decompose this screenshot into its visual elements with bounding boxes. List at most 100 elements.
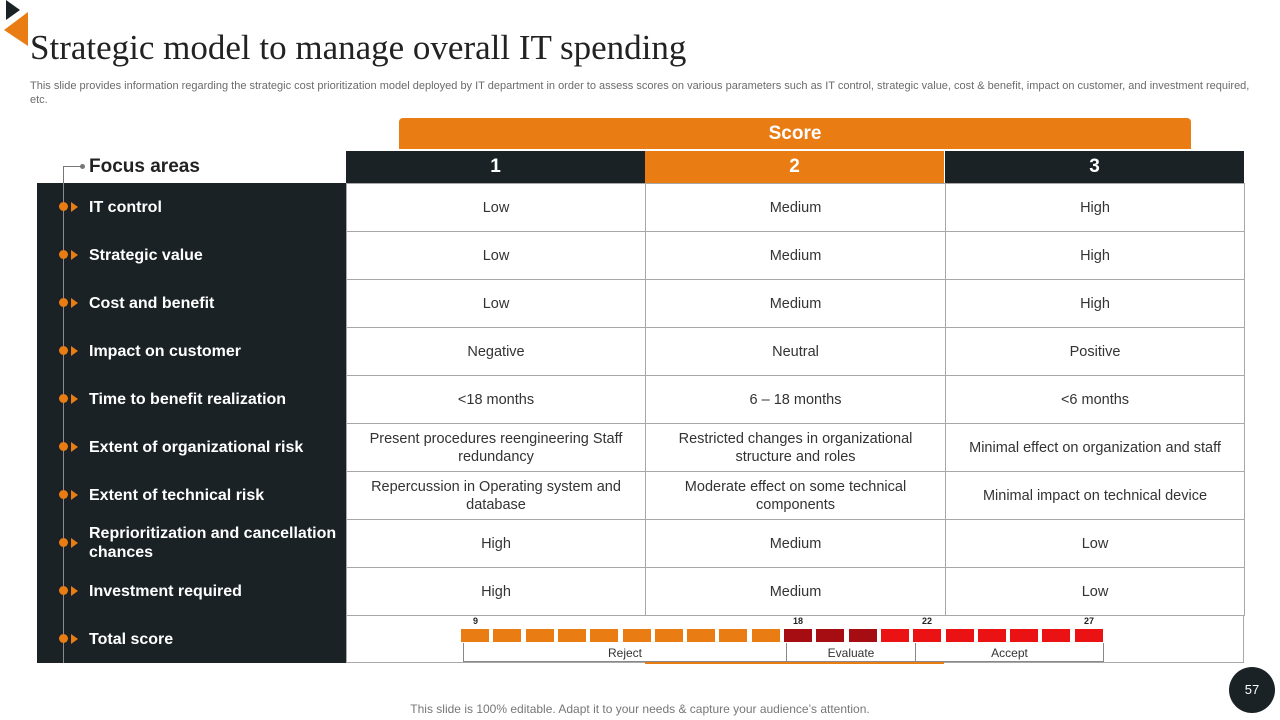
table-row: Present procedures reengineering Staff r… xyxy=(346,423,1245,472)
focus-item: Extent of organizational risk xyxy=(37,423,346,471)
scale-segment xyxy=(687,629,716,642)
table-cell: Medium xyxy=(645,519,946,568)
bullet-dot-icon xyxy=(59,538,68,547)
scale-segment xyxy=(622,629,651,642)
scale-segment xyxy=(913,629,942,642)
focus-item-label: Impact on customer xyxy=(89,342,242,360)
scale-segment xyxy=(590,629,619,642)
table-cell: 6 – 18 months xyxy=(645,375,946,424)
table-row: Low Medium High xyxy=(346,231,1245,280)
focus-item: Reprioritization and cancellation chance… xyxy=(37,519,346,567)
scale-segment xyxy=(880,629,909,642)
timeline-line xyxy=(63,183,64,663)
focus-item-label: Cost and benefit xyxy=(89,294,215,312)
table-row: High Medium Low xyxy=(346,567,1245,616)
table-row: Negative Neutral Positive xyxy=(346,327,1245,376)
scale-segment xyxy=(751,629,780,642)
logo-triangles-icon xyxy=(4,0,28,46)
table-cell: High xyxy=(346,519,646,568)
bullet-dot-icon xyxy=(59,250,68,259)
column-2-underline xyxy=(645,661,944,664)
bullet-dot-icon xyxy=(59,202,68,211)
scale-tick: 22 xyxy=(922,616,933,626)
table-cell: Minimal effect on organization and staff xyxy=(945,423,1245,472)
page-subtitle: This slide provides information regardin… xyxy=(30,80,1250,106)
table-cell: Low xyxy=(346,231,646,280)
bullet-arrow-icon xyxy=(71,298,78,308)
scale-segment xyxy=(1042,629,1071,642)
table-cell: <18 months xyxy=(346,375,646,424)
table-cell: Medium xyxy=(645,183,946,232)
scale-segment xyxy=(493,629,522,642)
table-cell: Low xyxy=(945,519,1245,568)
table-cell: Medium xyxy=(645,231,946,280)
focus-item-label: IT control xyxy=(89,198,162,216)
score-column-2-header: 2 xyxy=(645,151,944,183)
focus-areas-header: Focus areas xyxy=(89,156,200,177)
score-column-1-header: 1 xyxy=(346,151,645,183)
focus-connector-dot xyxy=(80,164,85,169)
bullet-dot-icon xyxy=(59,394,68,403)
scale-segment xyxy=(654,629,683,642)
total-score-label: Total score xyxy=(89,630,174,648)
scale-tick: 27 xyxy=(1084,616,1095,626)
focus-item: Cost and benefit xyxy=(37,279,346,327)
scale-segment xyxy=(784,629,812,642)
table-cell: <6 months xyxy=(945,375,1245,424)
scale-segment xyxy=(719,629,748,642)
evaluate-band: Evaluate xyxy=(786,643,916,662)
focus-item-label: Time to benefit realization xyxy=(89,390,287,408)
focus-item-label: Investment required xyxy=(89,582,242,600)
focus-item-label: Reprioritization and cancellation chance… xyxy=(89,525,337,561)
bullet-arrow-icon xyxy=(71,538,78,548)
focus-item: Impact on customer xyxy=(37,327,346,375)
page-number-badge: 57 xyxy=(1229,667,1275,713)
bullet-arrow-icon xyxy=(71,346,78,356)
table-cell: High xyxy=(346,567,646,616)
scale-segment xyxy=(977,629,1006,642)
table-cell: Moderate effect on some technical compon… xyxy=(645,471,946,520)
scale-segment xyxy=(1010,629,1039,642)
table-cell: Negative xyxy=(346,327,646,376)
score-table: Low Medium High Low Medium High Low Medi… xyxy=(346,183,1245,616)
table-row: Low Medium High xyxy=(346,183,1245,232)
bullet-dot-icon xyxy=(59,346,68,355)
focus-item: IT control xyxy=(37,183,346,231)
scale-segment xyxy=(816,629,845,642)
table-cell: High xyxy=(945,279,1245,328)
bullet-arrow-icon xyxy=(71,394,78,404)
focus-areas-panel: IT control Strategic value Cost and bene… xyxy=(37,183,346,663)
bullet-dot-icon xyxy=(59,634,68,643)
table-cell: Repercussion in Operating system and dat… xyxy=(346,471,646,520)
focus-item-label: Extent of organizational risk xyxy=(89,438,304,456)
focus-connector xyxy=(63,166,82,187)
focus-item: Strategic value xyxy=(37,231,346,279)
bullet-arrow-icon xyxy=(71,442,78,452)
score-column-3-header: 3 xyxy=(945,151,1244,183)
table-cell: Restricted changes in organizational str… xyxy=(645,423,946,472)
table-cell: Low xyxy=(346,279,646,328)
table-cell: Low xyxy=(945,567,1245,616)
bullet-arrow-icon xyxy=(71,250,78,260)
table-cell: Present procedures reengineering Staff r… xyxy=(346,423,646,472)
focus-item: Investment required xyxy=(37,567,346,615)
scale-segment xyxy=(557,629,586,642)
table-cell: Minimal impact on technical device xyxy=(945,471,1245,520)
table-row: Low Medium High xyxy=(346,279,1245,328)
scale-tick: 18 xyxy=(793,616,804,626)
table-row: <18 months 6 – 18 months <6 months xyxy=(346,375,1245,424)
bullet-dot-icon xyxy=(59,586,68,595)
table-row: Repercussion in Operating system and dat… xyxy=(346,471,1245,520)
focus-item-label: Extent of technical risk xyxy=(89,486,265,504)
focus-item-label: Strategic value xyxy=(89,246,203,264)
bullet-dot-icon xyxy=(59,442,68,451)
reject-band: Reject xyxy=(463,643,787,662)
focus-item-total: Total score xyxy=(37,615,346,663)
table-cell: Medium xyxy=(645,279,946,328)
bullet-arrow-icon xyxy=(71,634,78,644)
table-cell: High xyxy=(945,231,1245,280)
scale-segment xyxy=(848,629,877,642)
scale-segment xyxy=(461,629,489,642)
scale-segment xyxy=(945,629,974,642)
footer-note: This slide is 100% editable. Adapt it to… xyxy=(410,702,870,716)
